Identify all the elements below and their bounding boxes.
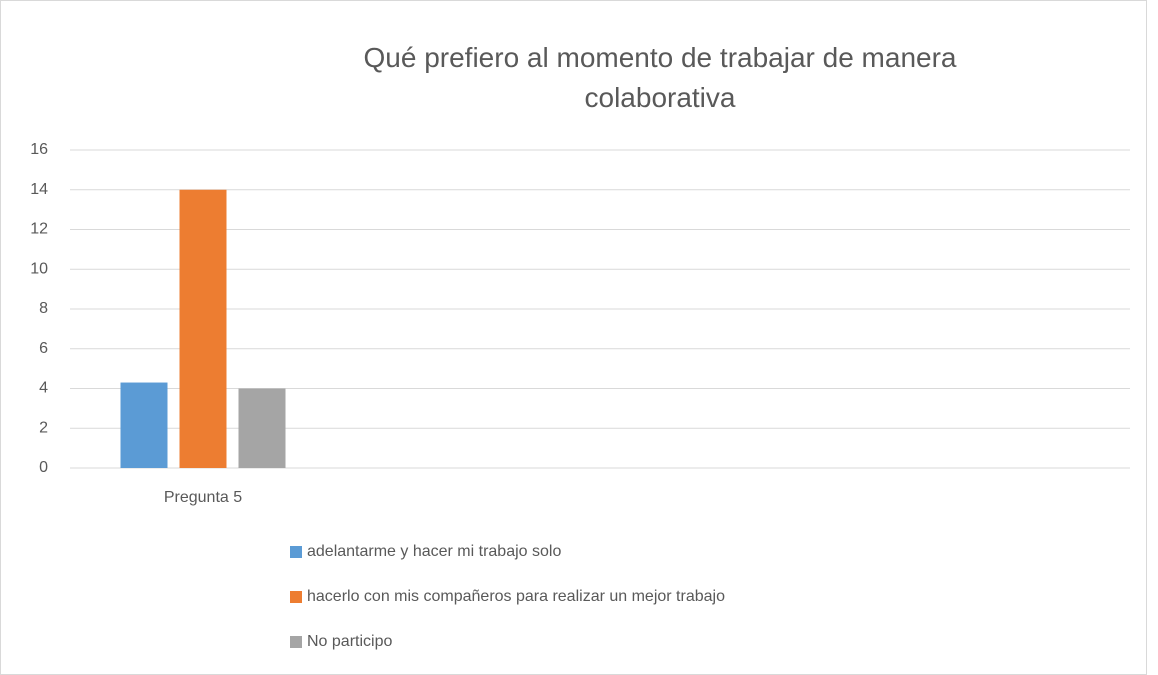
bar — [238, 388, 286, 468]
legend-swatch — [290, 546, 302, 558]
legend-label: hacerlo con mis compañeros para realizar… — [307, 588, 725, 605]
y-tick-label: 8 — [39, 300, 48, 317]
bar — [120, 382, 168, 468]
y-tick-label: 2 — [39, 419, 48, 436]
y-tick-label: 14 — [30, 181, 48, 198]
y-tick-label: 16 — [30, 141, 48, 158]
y-tick-label: 10 — [30, 260, 48, 277]
legend-swatch — [290, 591, 302, 603]
y-tick-label: 12 — [30, 221, 48, 238]
y-tick-label: 0 — [39, 459, 48, 476]
bar — [179, 189, 227, 468]
chart-title: Qué prefiero al momento de trabajar de m… — [363, 42, 957, 113]
y-tick-label: 4 — [39, 380, 48, 397]
legend-label: adelantarme y hacer mi trabajo solo — [307, 543, 561, 560]
legend-label: No participo — [307, 633, 392, 650]
y-tick-label: 6 — [39, 340, 48, 357]
legend-swatch — [290, 636, 302, 648]
x-tick-label: Pregunta 5 — [164, 489, 242, 506]
